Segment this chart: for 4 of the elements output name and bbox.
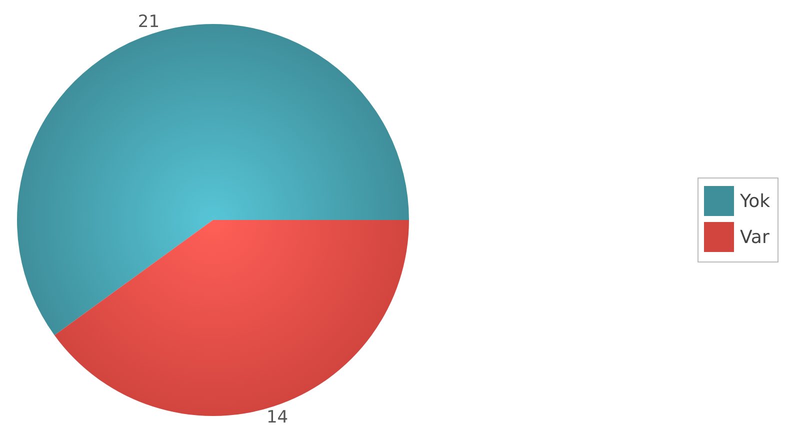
data-label: 21 bbox=[138, 12, 160, 32]
legend-label: Var bbox=[740, 226, 770, 248]
data-label: 14 bbox=[266, 407, 288, 428]
legend-label: Yok bbox=[739, 190, 771, 212]
